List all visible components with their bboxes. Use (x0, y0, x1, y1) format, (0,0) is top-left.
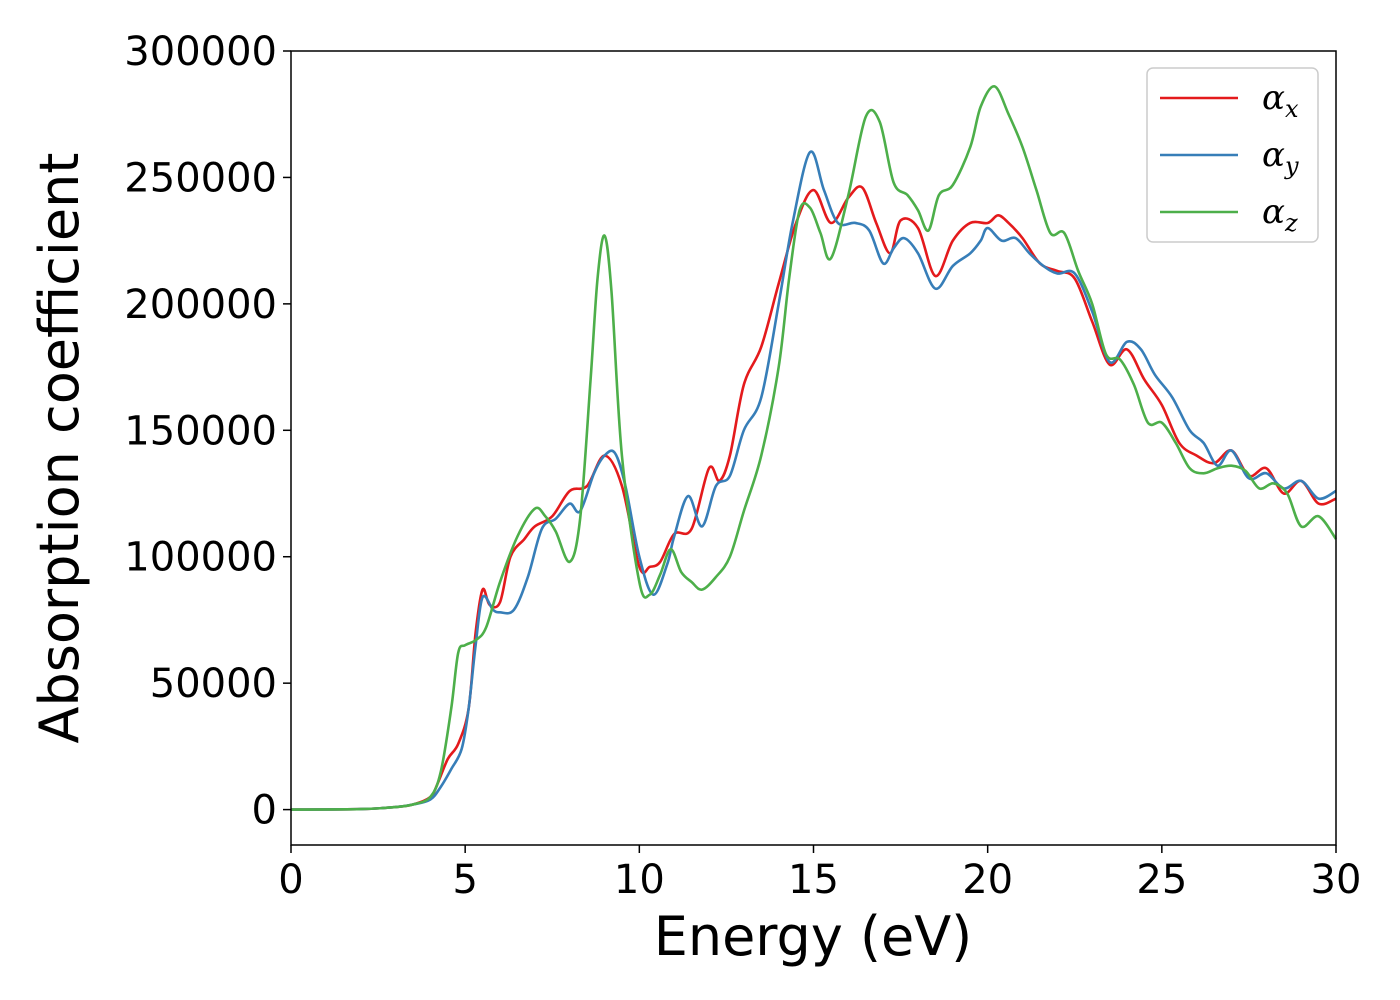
series-line-y (290, 150, 1337, 811)
x-tick-label: 20 (962, 857, 1013, 903)
legend: αx αy αz (1146, 67, 1319, 243)
y-axis: 0 50000 100000 150000 200000 250000 300000 (124, 29, 291, 834)
x-tick-label: 15 (788, 857, 839, 903)
x-tick-label: 25 (1136, 857, 1187, 903)
series-line-z (290, 85, 1338, 811)
x-tick-label: 5 (452, 857, 477, 903)
y-axis-title: Absorption coefficient (28, 153, 91, 744)
legend-label-z: αz (1262, 192, 1298, 237)
x-tick-label: 10 (614, 857, 665, 903)
legend-label-x: αx (1262, 78, 1299, 123)
x-tick-label: 30 (1311, 857, 1362, 903)
series-layer (290, 85, 1338, 811)
y-tick-label: 50000 (150, 661, 277, 707)
x-axis: 0 5 10 15 20 25 30 (278, 845, 1361, 903)
legend-label-y: αy (1262, 135, 1299, 180)
y-tick-label: 0 (252, 788, 277, 834)
y-tick-label: 150000 (124, 408, 277, 454)
y-tick-label: 100000 (124, 535, 277, 581)
series-line-x (290, 185, 1337, 811)
x-axis-title: Energy (eV) (654, 905, 973, 968)
y-tick-label: 250000 (124, 155, 277, 201)
x-tick-label: 0 (278, 857, 303, 903)
y-tick-label: 200000 (124, 282, 277, 328)
y-tick-label: 300000 (124, 29, 277, 75)
